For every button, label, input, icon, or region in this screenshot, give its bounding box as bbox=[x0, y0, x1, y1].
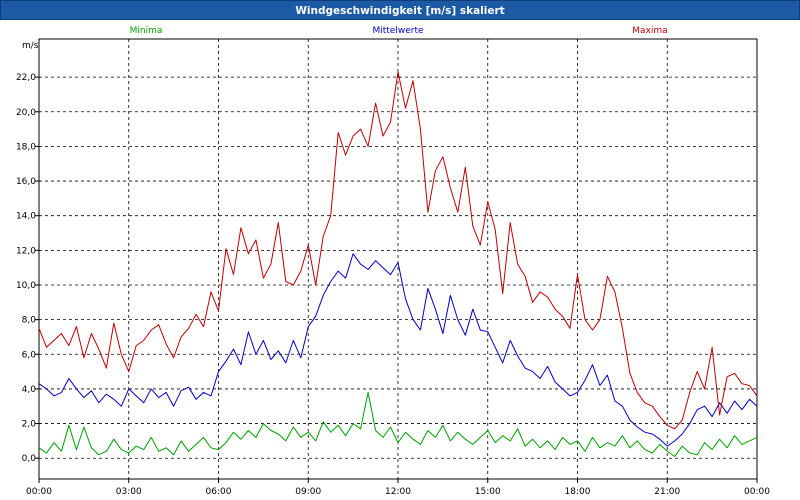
x-tick-time-label: 21:00 bbox=[654, 487, 680, 497]
y-tick-label: 16,0 bbox=[16, 177, 36, 187]
x-tick-time-label: 06:00 bbox=[206, 487, 232, 497]
y-tick-label: 18,0 bbox=[16, 142, 36, 152]
y-tick-label: 4,0 bbox=[22, 385, 37, 395]
y-tick-label: 10,0 bbox=[16, 281, 36, 291]
y-tick-label: 22,0 bbox=[16, 73, 36, 83]
x-tick-time-label: 15:00 bbox=[475, 487, 501, 497]
x-tick-time-label: 00:00 bbox=[26, 487, 52, 497]
y-tick-label: 8,0 bbox=[22, 316, 37, 326]
series-lines bbox=[38, 71, 758, 457]
legend-minima: Minima bbox=[130, 26, 163, 36]
series-maxima-line bbox=[38, 71, 758, 430]
legend-maxima: Maxima bbox=[632, 26, 667, 36]
y-tick-label: 0,0 bbox=[22, 454, 37, 464]
x-tick-time-label: 18:00 bbox=[565, 487, 591, 497]
chart-canvas: 0,0 2,0 4,0 6,0 8,0 10,0 12,0 14,0 16,0 18,0 20,0 2… bbox=[16, 26, 770, 497]
series-mittelwerte-line bbox=[38, 253, 758, 447]
x-tick-time-label: 00:00 bbox=[744, 487, 770, 497]
legend-mittelwerte: Mittelwerte bbox=[372, 26, 423, 36]
chart-title: Windgeschwindigkeit [m/s] skaliert bbox=[0, 0, 800, 20]
x-tick-time-label: 09:00 bbox=[295, 487, 321, 497]
y-tick-label: 12,0 bbox=[16, 246, 36, 256]
y-tick-label: 20,0 bbox=[16, 108, 36, 118]
x-axis-ticks: 00:0018.01.1803:0018.01.1806:0018.01.180… bbox=[26, 479, 770, 497]
y-tick-label: 14,0 bbox=[16, 212, 36, 222]
y-axis-ticks: 0,0 2,0 4,0 6,0 8,0 10,0 12,0 14,0 16,0 18,0 20,0 2… bbox=[16, 73, 39, 464]
y-tick-label: 6,0 bbox=[22, 350, 37, 360]
series-minima-line bbox=[38, 391, 758, 457]
x-tick-time-label: 12:00 bbox=[385, 487, 411, 497]
x-tick-time-label: 03:00 bbox=[116, 487, 142, 497]
y-tick-label: 2,0 bbox=[22, 420, 37, 430]
y-axis-unit-label: m/s bbox=[22, 41, 39, 51]
grid-lines bbox=[39, 39, 757, 479]
